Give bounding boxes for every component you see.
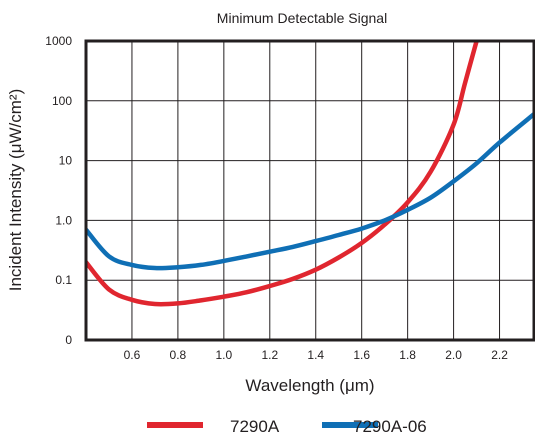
y-tick-label: 100 xyxy=(52,94,72,108)
legend-swatch xyxy=(147,422,203,428)
x-axis-label: Wavelength (μm) xyxy=(245,376,374,395)
chart-title: Minimum Detectable Signal xyxy=(217,10,387,26)
x-tick-label: 1.0 xyxy=(216,348,233,362)
y-tick-label: 1.0 xyxy=(55,213,72,227)
series-line-1 xyxy=(86,111,534,271)
y-axis-label: Incident Intensity (μW/cm²) xyxy=(6,89,25,292)
x-tick-label: 1.8 xyxy=(399,348,416,362)
legend-label: 7290A-06 xyxy=(353,417,427,436)
x-tick-label: 0.8 xyxy=(170,348,187,362)
y-tick-label: 0 xyxy=(65,333,72,347)
y-tick-labels: 0 0.1 1.0 10 100 1000 xyxy=(45,34,72,347)
x-tick-label: 1.4 xyxy=(307,348,324,362)
x-tick-label: 1.2 xyxy=(261,348,278,362)
x-tick-label: 2.2 xyxy=(491,348,508,362)
x-tick-label: 0.6 xyxy=(124,348,141,362)
x-tick-label: 2.0 xyxy=(445,348,462,362)
plot-frame xyxy=(84,39,535,342)
legend-label: 7290A xyxy=(230,417,280,436)
legend: 7290A 7290A-06 xyxy=(147,417,427,436)
grid-lines xyxy=(86,40,534,341)
series-lines xyxy=(86,41,534,307)
x-tick-label: 1.6 xyxy=(353,348,370,362)
legend-swatch xyxy=(322,422,378,428)
y-tick-label: 1000 xyxy=(45,34,72,48)
y-tick-label: 10 xyxy=(59,154,73,168)
y-tick-label: 0.1 xyxy=(55,273,72,287)
x-tick-labels: 0.6 0.8 1.0 1.2 1.4 1.6 1.8 2.0 2.2 xyxy=(124,348,509,362)
series-line-0 xyxy=(86,41,479,307)
